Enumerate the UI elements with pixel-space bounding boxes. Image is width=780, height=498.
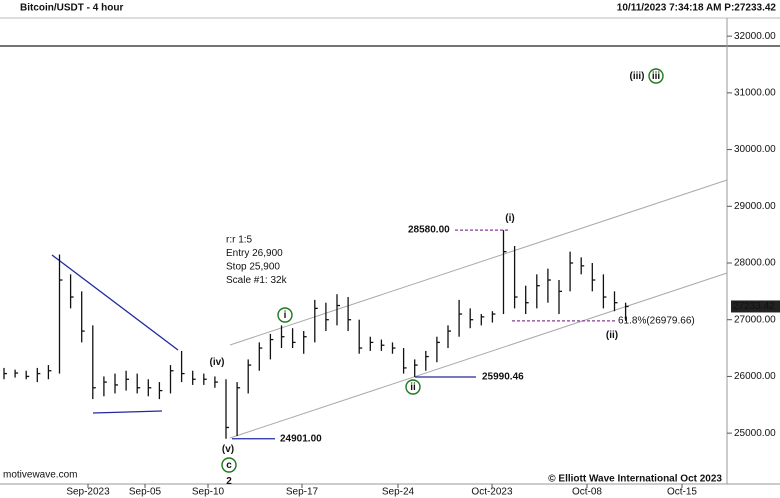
- wave-label: (v): [222, 444, 234, 455]
- wave-circle: [221, 457, 237, 473]
- level-label: 61.8%(26979.66): [618, 316, 695, 327]
- copyright: © Elliott Wave International Oct 2023: [548, 474, 722, 485]
- last-price-tag: [731, 300, 780, 313]
- y-tick-label: 28000.00: [734, 258, 776, 269]
- channel-line: [229, 179, 728, 346]
- trade-note: Stop 25,900: [226, 262, 280, 273]
- x-tick-label: Sep-10: [192, 487, 225, 498]
- last-price-label: 27233.42: [733, 301, 775, 312]
- wave-label: 2: [226, 476, 232, 487]
- trade-note: r:r 1:5: [226, 235, 253, 246]
- timestamp: 10/11/2023 7:34:18 AM P:27233.42: [617, 3, 777, 14]
- wave-label: iii: [652, 71, 661, 82]
- wave-label: (i): [505, 213, 514, 224]
- y-tick-label: 29000.00: [734, 201, 776, 212]
- y-tick-label: 31000.00: [734, 88, 776, 99]
- wave-label: (ii): [606, 330, 618, 341]
- trade-note: Entry 26,900: [226, 248, 283, 259]
- y-tick-label: 32000.00: [734, 31, 776, 42]
- x-tick-label: Oct-08: [572, 487, 602, 498]
- x-tick-label: Oct-2023: [471, 487, 513, 498]
- wave-label: ii: [410, 382, 416, 393]
- chart-title: Bitcoin/USDT - 4 hour: [20, 3, 123, 14]
- x-tick-label: Sep-17: [286, 487, 319, 498]
- wave-label: (iv): [210, 357, 225, 368]
- trend-line: [51, 254, 179, 351]
- x-tick-label: Sep-24: [382, 487, 415, 498]
- y-tick-label: 30000.00: [734, 144, 776, 155]
- source: motivewave.com: [3, 470, 77, 481]
- trade-note: Scale #1: 32k: [226, 275, 288, 286]
- y-tick-label: 27000.00: [734, 314, 776, 325]
- wave-label: c: [226, 460, 232, 471]
- channel-line: [229, 272, 728, 439]
- wave-circle: [648, 68, 664, 84]
- y-tick-label: 26000.00: [734, 371, 776, 382]
- x-tick-label: Sep-05: [129, 487, 162, 498]
- trend-line: [92, 410, 163, 414]
- level-label: 24901.00: [280, 433, 322, 444]
- wave-circle: [277, 307, 293, 323]
- level-label: 28580.00: [408, 225, 450, 236]
- wave-circle: [405, 379, 421, 395]
- x-tick-label: Sep-2023: [66, 487, 110, 498]
- y-tick-label: 25000.00: [734, 428, 776, 439]
- wave-label: (iii): [630, 71, 645, 82]
- level-label: 25990.46: [482, 372, 524, 383]
- wave-label: i: [284, 310, 287, 321]
- x-tick-label: Oct-15: [667, 487, 697, 498]
